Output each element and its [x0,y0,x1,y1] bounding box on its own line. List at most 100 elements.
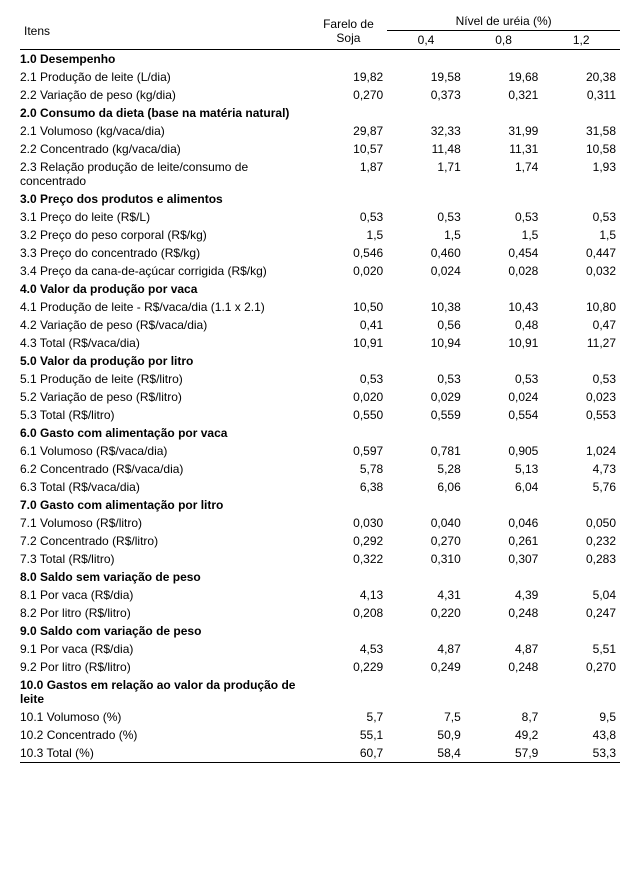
cell-value [465,676,543,708]
table-row: 2.2 Concentrado (kg/vaca/dia)10,5711,481… [20,140,620,158]
header-group: Nível de uréia (%) [387,12,620,31]
cell-value: 0,023 [542,388,620,406]
cell-value: 10,58 [542,140,620,158]
cell-value: 0,41 [310,316,388,334]
row-label: 8.0 Saldo sem variação de peso [20,568,310,586]
cell-value: 0,56 [387,316,465,334]
cell-value: 8,7 [465,708,543,726]
row-label: 9.2 Por litro (R$/litro) [20,658,310,676]
cell-value: 0,270 [387,532,465,550]
section-row: 9.0 Saldo com variação de peso [20,622,620,640]
cell-value: 0,53 [310,370,388,388]
cell-value: 0,559 [387,406,465,424]
cell-value: 0,028 [465,262,543,280]
cell-value: 0,322 [310,550,388,568]
cell-value [310,496,388,514]
table-row: 7.3 Total (R$/litro)0,3220,3100,3070,283 [20,550,620,568]
cell-value: 5,04 [542,586,620,604]
cell-value: 7,5 [387,708,465,726]
table-row: 2.1 Produção de leite (L/dia)19,8219,581… [20,68,620,86]
cell-value: 1,87 [310,158,388,190]
cell-value [387,352,465,370]
cell-value: 55,1 [310,726,388,744]
cell-value: 4,31 [387,586,465,604]
cell-value: 0,248 [465,604,543,622]
cell-value: 10,80 [542,298,620,316]
cell-value [542,280,620,298]
cell-value: 6,38 [310,478,388,496]
cell-value: 0,546 [310,244,388,262]
cell-value: 0,283 [542,550,620,568]
cell-value: 19,68 [465,68,543,86]
table-row: 5.1 Produção de leite (R$/litro)0,530,53… [20,370,620,388]
cell-value: 10,50 [310,298,388,316]
cell-value [310,50,388,69]
cell-value: 19,58 [387,68,465,86]
cell-value [542,424,620,442]
table-row: 3.4 Preço da cana-de-açúcar corrigida (R… [20,262,620,280]
row-label: 2.2 Concentrado (kg/vaca/dia) [20,140,310,158]
table-row: 2.3 Relação produção de leite/consumo de… [20,158,620,190]
table-row: 10.1 Volumoso (%)5,77,58,79,5 [20,708,620,726]
cell-value [542,568,620,586]
cell-value [465,190,543,208]
cell-value [310,190,388,208]
header-itens: Itens [20,12,310,50]
cell-value: 0,292 [310,532,388,550]
cell-value: 0,029 [387,388,465,406]
cell-value: 0,447 [542,244,620,262]
cell-value: 0,321 [465,86,543,104]
table-row: 7.2 Concentrado (R$/litro)0,2920,2700,26… [20,532,620,550]
table-header: Itens Farelo de Soja Nível de uréia (%) … [20,12,620,50]
cell-value [465,280,543,298]
section-row: 1.0 Desempenho [20,50,620,69]
cell-value [387,190,465,208]
cell-value: 31,99 [465,122,543,140]
row-label: 6.2 Concentrado (R$/vaca/dia) [20,460,310,478]
cell-value: 0,030 [310,514,388,532]
cell-value: 1,5 [387,226,465,244]
cell-value [387,676,465,708]
cell-value: 10,94 [387,334,465,352]
table-row: 4.3 Total (R$/vaca/dia)10,9110,9410,9111… [20,334,620,352]
section-row: 3.0 Preço dos produtos e alimentos [20,190,620,208]
row-label: 3.0 Preço dos produtos e alimentos [20,190,310,208]
cell-value: 43,8 [542,726,620,744]
section-row: 4.0 Valor da produção por vaca [20,280,620,298]
row-label: 6.1 Volumoso (R$/vaca/dia) [20,442,310,460]
cell-value: 0,53 [542,208,620,226]
cell-value [310,622,388,640]
cell-value: 60,7 [310,744,388,763]
cell-value [387,424,465,442]
cell-value [465,104,543,122]
section-row: 10.0 Gastos em relação ao valor da produ… [20,676,620,708]
cell-value: 1,71 [387,158,465,190]
cell-value [465,352,543,370]
table-row: 6.3 Total (R$/vaca/dia)6,386,066,045,76 [20,478,620,496]
table-row: 8.1 Por vaca (R$/dia)4,134,314,395,04 [20,586,620,604]
table-row: 7.1 Volumoso (R$/litro)0,0300,0400,0460,… [20,514,620,532]
cell-value [542,104,620,122]
cell-value: 5,51 [542,640,620,658]
cell-value: 10,91 [310,334,388,352]
cell-value: 0,311 [542,86,620,104]
row-label: 2.0 Consumo da dieta (base na matéria na… [20,104,310,122]
cell-value: 5,13 [465,460,543,478]
cell-value: 4,87 [465,640,543,658]
cell-value: 0,024 [387,262,465,280]
cell-value: 4,53 [310,640,388,658]
cell-value [465,424,543,442]
cell-value: 31,58 [542,122,620,140]
row-label: 5.1 Produção de leite (R$/litro) [20,370,310,388]
row-label: 2.3 Relação produção de leite/consumo de… [20,158,310,190]
row-label: 10.3 Total (%) [20,744,310,763]
cell-value: 57,9 [465,744,543,763]
data-table: Itens Farelo de Soja Nível de uréia (%) … [20,12,620,763]
cell-value: 0,229 [310,658,388,676]
header-level-1: 0,8 [465,31,543,50]
table-row: 5.2 Variação de peso (R$/litro)0,0200,02… [20,388,620,406]
cell-value: 53,3 [542,744,620,763]
cell-value: 6,04 [465,478,543,496]
table-row: 6.2 Concentrado (R$/vaca/dia)5,785,285,1… [20,460,620,478]
cell-value [542,50,620,69]
